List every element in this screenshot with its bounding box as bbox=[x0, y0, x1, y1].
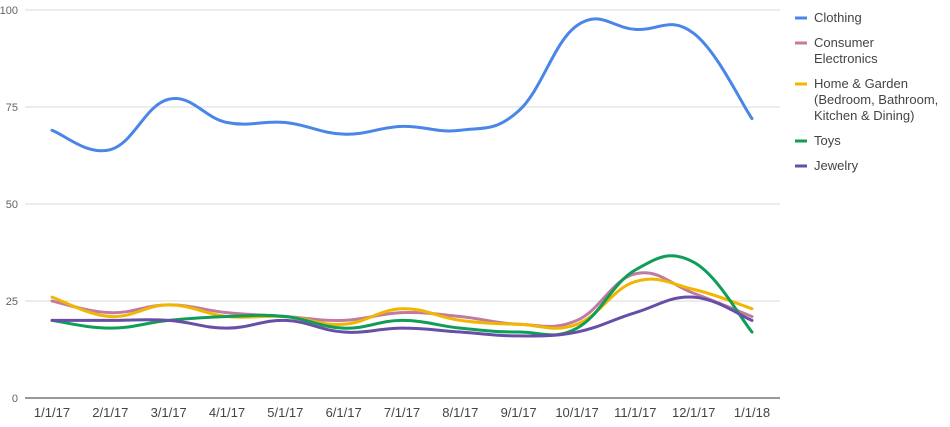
y-tick-label: 75 bbox=[6, 102, 18, 114]
x-tick-label: 3/1/17 bbox=[151, 405, 187, 420]
legend-item: Clothing bbox=[795, 10, 862, 25]
y-axis: 0 25 50 75 100 bbox=[0, 5, 18, 405]
x-axis: 1/1/17 2/1/17 3/1/17 4/1/17 5/1/17 6/1/17 7/1/… bbox=[34, 405, 770, 420]
x-tick-label: 2/1/17 bbox=[92, 405, 128, 420]
plot-area bbox=[50, 17, 754, 338]
legend-swatch bbox=[795, 16, 807, 20]
x-tick-label: 1/1/17 bbox=[34, 405, 70, 420]
x-tick-label: 9/1/17 bbox=[501, 405, 537, 420]
legend-label: Electronics bbox=[814, 51, 878, 66]
x-tick-label: 4/1/17 bbox=[209, 405, 245, 420]
legend-label: Consumer bbox=[814, 35, 875, 50]
legend-label: Clothing bbox=[814, 10, 862, 25]
legend-swatch bbox=[795, 41, 807, 45]
x-tick-label: 1/1/18 bbox=[734, 405, 770, 420]
legend-item: Jewelry bbox=[795, 158, 859, 173]
legend-label: Jewelry bbox=[814, 158, 859, 173]
y-tick-label: 50 bbox=[6, 199, 18, 211]
legend-swatch bbox=[795, 82, 807, 86]
series-line-clothing bbox=[50, 17, 754, 153]
series-line-home-garden-bedroom-bathroom-kitchen-dining bbox=[50, 277, 754, 330]
x-tick-label: 8/1/17 bbox=[442, 405, 478, 420]
x-tick-label: 11/1/17 bbox=[614, 405, 656, 420]
legend-item: Home & Garden(Bedroom, Bathroom,Kitchen … bbox=[795, 76, 938, 123]
legend-swatch bbox=[795, 164, 807, 168]
grid bbox=[25, 9, 780, 399]
x-tick-label: 10/1/17 bbox=[555, 405, 598, 420]
legend-label: Kitchen & Dining) bbox=[814, 108, 914, 123]
legend-item: Toys bbox=[795, 133, 841, 148]
legend-label: Home & Garden bbox=[814, 76, 908, 91]
x-tick-label: 12/1/17 bbox=[672, 405, 715, 420]
y-tick-label: 100 bbox=[0, 5, 18, 17]
series-line-jewelry bbox=[50, 295, 754, 338]
y-tick-label: 0 bbox=[12, 393, 18, 405]
legend-label: Toys bbox=[814, 133, 841, 148]
y-tick-label: 25 bbox=[6, 296, 18, 308]
x-tick-label: 6/1/17 bbox=[326, 405, 362, 420]
legend-label: (Bedroom, Bathroom, bbox=[814, 92, 938, 107]
x-tick-label: 5/1/17 bbox=[267, 405, 303, 420]
series-line-toys bbox=[50, 254, 754, 337]
x-tick-label: 7/1/17 bbox=[384, 405, 420, 420]
legend-swatch bbox=[795, 139, 807, 143]
